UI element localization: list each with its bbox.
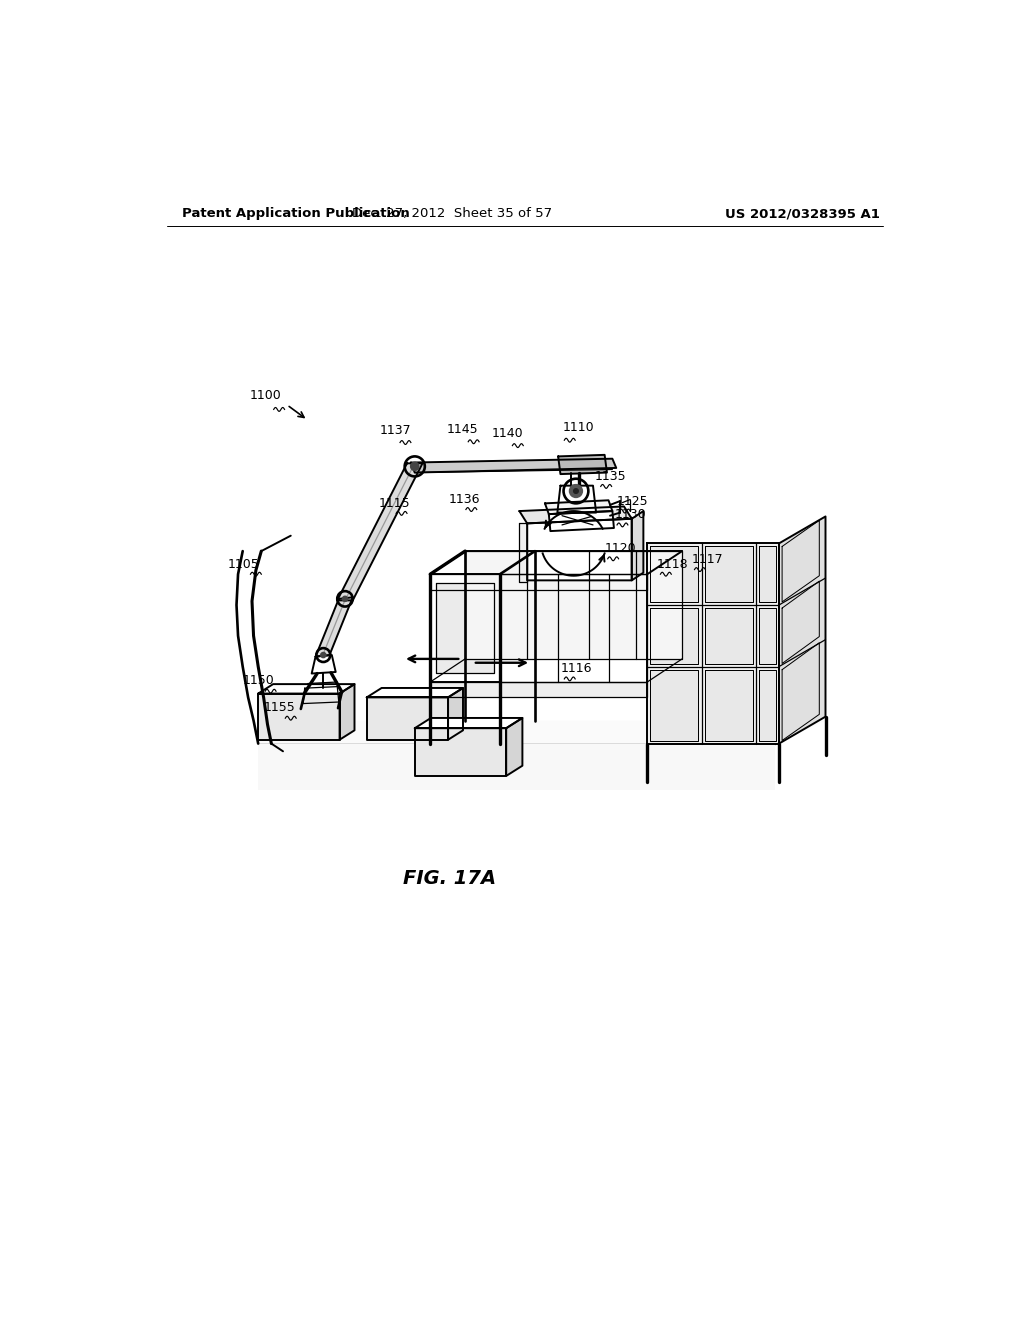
Polygon shape [415,729,506,776]
Polygon shape [337,463,423,601]
Text: 1116: 1116 [561,663,593,676]
Polygon shape [315,598,352,656]
Polygon shape [782,581,819,664]
Polygon shape [558,455,607,474]
Polygon shape [519,507,632,524]
Polygon shape [527,519,632,581]
Polygon shape [258,721,825,743]
Polygon shape [449,688,463,739]
Polygon shape [258,693,340,739]
Text: 1130: 1130 [614,508,646,521]
Text: US 2012/0328395 A1: US 2012/0328395 A1 [725,207,880,220]
Text: 1135: 1135 [594,470,626,483]
Polygon shape [430,682,647,697]
Text: Dec. 27, 2012  Sheet 35 of 57: Dec. 27, 2012 Sheet 35 of 57 [352,207,552,220]
Circle shape [573,488,579,494]
Polygon shape [650,546,698,602]
Polygon shape [500,574,647,682]
Polygon shape [779,516,825,743]
Text: 1110: 1110 [562,421,594,434]
Text: 1105: 1105 [227,557,259,570]
Polygon shape [311,655,336,673]
Text: 1150: 1150 [243,675,274,686]
Polygon shape [519,524,527,582]
Text: 1155: 1155 [264,701,296,714]
Polygon shape [411,459,616,473]
Polygon shape [506,718,522,776]
Text: FIG. 17A: FIG. 17A [403,869,497,888]
Text: 1137: 1137 [380,424,412,437]
Polygon shape [557,486,596,512]
Polygon shape [782,643,819,741]
Polygon shape [705,669,753,741]
Circle shape [569,484,583,498]
Text: 1117: 1117 [692,553,724,566]
Text: Patent Application Publication: Patent Application Publication [182,207,410,220]
Text: 1145: 1145 [447,422,478,436]
Polygon shape [303,686,339,704]
Polygon shape [650,609,698,664]
Polygon shape [430,574,647,590]
Text: 1120: 1120 [605,543,637,556]
Text: 1115: 1115 [379,496,411,510]
Text: 1125: 1125 [616,495,648,508]
Polygon shape [759,669,776,741]
Polygon shape [632,511,643,581]
Polygon shape [545,500,612,515]
Text: 1100: 1100 [250,389,282,403]
Text: 1118: 1118 [657,557,688,570]
Polygon shape [436,583,494,673]
Circle shape [321,653,326,657]
Polygon shape [782,520,819,602]
Polygon shape [705,546,753,602]
Polygon shape [367,697,449,739]
Polygon shape [258,743,775,789]
Text: 1140: 1140 [492,426,523,440]
Polygon shape [650,669,698,741]
Polygon shape [705,609,753,664]
Polygon shape [549,511,614,531]
Polygon shape [759,609,776,664]
Polygon shape [647,544,779,743]
Polygon shape [759,546,776,602]
Polygon shape [258,684,354,693]
Circle shape [411,462,419,470]
Polygon shape [415,718,522,729]
Polygon shape [340,684,354,739]
Polygon shape [465,552,682,659]
Circle shape [343,597,347,601]
Polygon shape [367,688,463,697]
Polygon shape [430,574,500,682]
Text: 1136: 1136 [449,492,480,506]
